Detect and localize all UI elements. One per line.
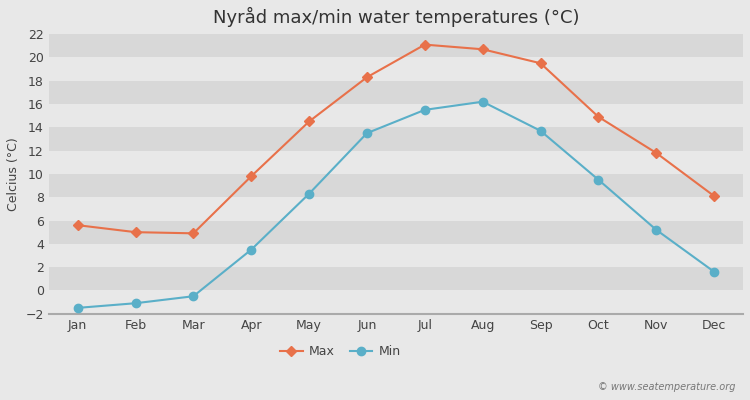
Min (304, 191, 313, 196)
Min (594, 177, 603, 182)
Line: Min: Min (74, 98, 718, 312)
Min (536, 128, 545, 133)
Min (247, 247, 256, 252)
Bar (49, 174, 743, 197)
Bar (49, 267, 743, 290)
Min (652, 228, 661, 232)
Min (420, 108, 429, 112)
Min (478, 99, 488, 104)
Min (710, 269, 718, 274)
Min (362, 131, 371, 136)
Min (74, 306, 82, 310)
Max (131, 230, 140, 234)
Max (710, 194, 718, 198)
Max (189, 231, 198, 236)
Max (74, 223, 82, 228)
Bar (49, 197, 743, 220)
Bar (49, 151, 743, 174)
Max (536, 61, 545, 66)
Bar (49, 81, 743, 104)
Bar (49, 58, 743, 81)
Bar (49, 244, 743, 267)
Bar (49, 34, 743, 58)
Max (594, 114, 603, 119)
Max (247, 174, 256, 179)
Max (478, 47, 488, 52)
Line: Max: Max (74, 41, 718, 237)
Min (189, 294, 198, 299)
Title: Nyråd max/min water temperatures (°C): Nyråd max/min water temperatures (°C) (213, 7, 579, 27)
Bar (49, 127, 743, 151)
Bar (49, 104, 743, 127)
Legend: Max, Min: Max, Min (275, 340, 406, 363)
Max (652, 150, 661, 155)
Max (362, 75, 371, 80)
Y-axis label: Celcius (°C): Celcius (°C) (7, 137, 20, 211)
Bar (49, 220, 743, 244)
Max (304, 119, 313, 124)
Bar (49, 290, 743, 314)
Max (420, 42, 429, 47)
Min (131, 301, 140, 306)
Text: © www.seatemperature.org: © www.seatemperature.org (598, 382, 735, 392)
